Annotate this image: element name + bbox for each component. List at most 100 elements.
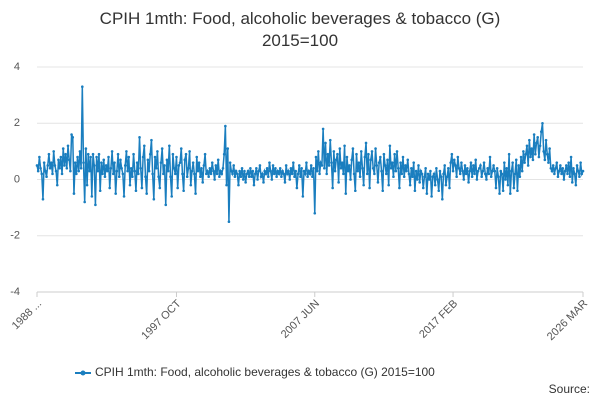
point — [84, 147, 88, 150]
point — [430, 195, 433, 198]
point — [482, 161, 486, 164]
point — [560, 172, 563, 176]
point — [488, 155, 492, 159]
point — [65, 166, 69, 170]
point — [73, 161, 77, 164]
point — [96, 169, 100, 173]
point — [182, 189, 185, 193]
point — [565, 164, 568, 167]
point — [319, 161, 323, 164]
point — [386, 158, 389, 162]
point — [268, 161, 271, 164]
point — [51, 172, 54, 176]
point — [519, 155, 523, 159]
point — [410, 166, 413, 170]
point — [129, 166, 133, 170]
point — [393, 152, 396, 156]
point — [122, 195, 126, 198]
point — [232, 164, 236, 167]
point — [382, 152, 386, 156]
point — [513, 172, 517, 176]
point — [369, 158, 373, 162]
point — [179, 147, 183, 150]
point — [163, 164, 166, 167]
point — [259, 175, 263, 178]
point — [556, 175, 560, 178]
point — [333, 169, 337, 173]
point — [187, 166, 190, 170]
point — [483, 172, 487, 176]
point — [511, 161, 514, 164]
point — [164, 203, 168, 207]
point — [576, 169, 580, 173]
y-tick-label: -2 — [10, 230, 20, 242]
point — [191, 161, 195, 164]
point — [351, 147, 355, 150]
point — [231, 172, 234, 176]
point — [467, 181, 470, 184]
point — [240, 166, 244, 170]
y-tick-label: 2 — [14, 117, 20, 129]
point — [166, 169, 170, 173]
point — [516, 189, 519, 193]
point — [224, 124, 227, 128]
point — [362, 183, 365, 187]
point — [574, 183, 578, 187]
point — [148, 152, 152, 156]
point — [384, 172, 388, 176]
point — [252, 183, 256, 187]
point — [499, 169, 503, 173]
point — [210, 161, 214, 164]
point — [421, 186, 425, 190]
point — [573, 172, 576, 176]
point — [36, 169, 40, 173]
point — [243, 169, 246, 173]
point — [103, 175, 107, 178]
point — [165, 158, 169, 162]
point — [487, 172, 491, 176]
point — [498, 192, 501, 195]
point — [70, 133, 73, 136]
point — [58, 166, 61, 170]
source: Source: — [549, 382, 590, 396]
point — [523, 161, 526, 164]
point — [448, 186, 451, 190]
point — [190, 169, 194, 173]
point — [450, 152, 454, 156]
point — [352, 172, 356, 176]
point — [461, 169, 464, 173]
point — [301, 195, 305, 198]
point — [407, 172, 411, 176]
point — [367, 152, 370, 156]
point — [394, 169, 398, 173]
point — [200, 166, 203, 170]
point — [201, 181, 205, 184]
point — [457, 166, 461, 170]
point — [454, 164, 457, 167]
point — [485, 178, 488, 181]
point — [404, 164, 407, 167]
point — [408, 183, 412, 187]
point — [432, 172, 436, 176]
point — [127, 155, 131, 159]
point — [128, 183, 132, 187]
point — [548, 147, 551, 150]
point — [134, 189, 138, 193]
y-tick-label: 4 — [14, 61, 20, 73]
point — [470, 175, 474, 178]
point — [307, 169, 311, 173]
point — [184, 152, 188, 156]
point — [318, 172, 321, 176]
point — [269, 169, 272, 173]
point — [199, 175, 202, 178]
point — [414, 169, 418, 173]
point — [157, 175, 160, 178]
point — [227, 220, 231, 223]
point — [133, 169, 137, 173]
point — [314, 155, 318, 159]
point — [125, 150, 128, 153]
point — [302, 169, 306, 173]
y-tick-label: 0 — [14, 173, 20, 185]
point — [177, 164, 181, 167]
point — [345, 155, 349, 159]
